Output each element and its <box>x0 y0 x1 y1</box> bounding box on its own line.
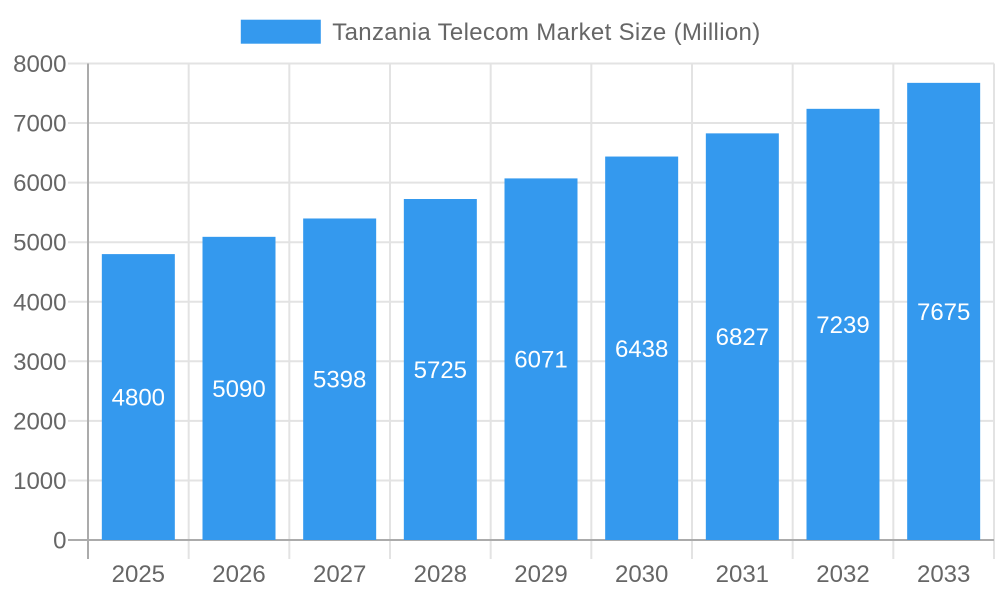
svg-text:2025: 2025 <box>112 561 165 588</box>
svg-text:1000: 1000 <box>13 468 66 495</box>
svg-text:2026: 2026 <box>212 561 265 588</box>
svg-text:2000: 2000 <box>13 408 66 435</box>
svg-text:4000: 4000 <box>13 289 66 316</box>
svg-text:0: 0 <box>53 528 66 555</box>
svg-text:2028: 2028 <box>414 561 467 588</box>
svg-text:6000: 6000 <box>13 170 66 197</box>
svg-text:4800: 4800 <box>112 385 165 412</box>
svg-text:2033: 2033 <box>917 561 970 588</box>
svg-text:7239: 7239 <box>816 312 869 339</box>
svg-text:2031: 2031 <box>716 561 769 588</box>
svg-text:2029: 2029 <box>514 561 567 588</box>
svg-text:2027: 2027 <box>313 561 366 588</box>
svg-text:7675: 7675 <box>917 299 970 326</box>
svg-text:6071: 6071 <box>514 347 567 374</box>
svg-text:3000: 3000 <box>13 349 66 376</box>
svg-text:5000: 5000 <box>13 230 66 257</box>
svg-text:6827: 6827 <box>716 324 769 351</box>
svg-text:5090: 5090 <box>212 376 265 403</box>
svg-text:2030: 2030 <box>615 561 668 588</box>
svg-text:5398: 5398 <box>313 367 366 394</box>
svg-text:7000: 7000 <box>13 111 66 138</box>
svg-text:Tanzania Telecom Market Size (: Tanzania Telecom Market Size (Million) <box>332 19 760 46</box>
svg-text:6438: 6438 <box>615 336 668 363</box>
svg-text:2032: 2032 <box>816 561 869 588</box>
svg-text:8000: 8000 <box>13 51 66 78</box>
svg-text:5725: 5725 <box>414 357 467 384</box>
